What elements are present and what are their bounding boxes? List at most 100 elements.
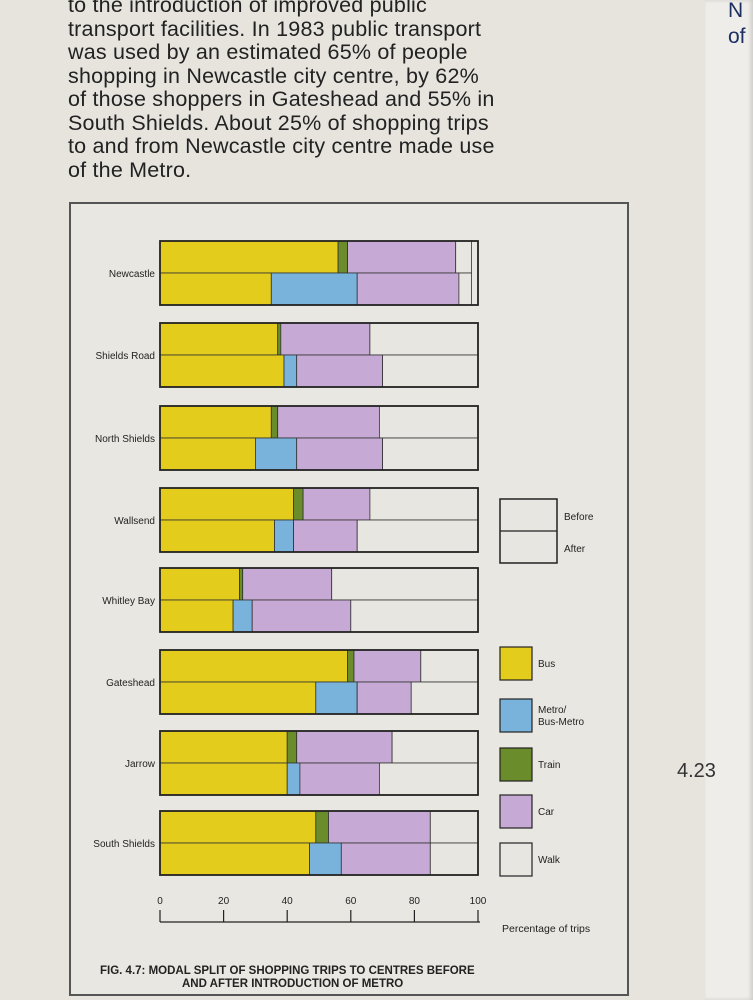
bar-segment-train-before — [337, 240, 349, 274]
bar-segment-walk-before — [455, 240, 473, 274]
bar-segment-train-before — [239, 567, 244, 601]
bar-segment-car-after — [356, 681, 412, 715]
category-label: South Shields — [93, 839, 155, 850]
bar-segment-train-before — [315, 810, 329, 844]
bar-segment-metro-after — [274, 519, 295, 553]
legend-swatch-bus — [499, 646, 533, 681]
x-tick-label: 20 — [218, 896, 230, 907]
bar-segment-car-before — [328, 810, 431, 844]
adjacent-page-text: N of — [728, 0, 746, 50]
legend-swatch-car — [499, 794, 533, 829]
bar-segment-bus-after — [159, 272, 272, 306]
bar-segment-bus-after — [159, 842, 310, 876]
adjacent-page-edge — [705, 0, 753, 1000]
bar-segment-bus-after — [159, 762, 288, 796]
category-label: Wallsend — [114, 516, 155, 527]
bar-segment-train-before — [270, 405, 279, 439]
legend-label-car: Car — [538, 807, 555, 818]
bar-segment-walk-after — [458, 272, 472, 306]
category-label: Gateshead — [106, 678, 155, 689]
legend-swatch-walk — [499, 842, 533, 877]
legend-swatch-train — [499, 747, 533, 782]
bar-segment-car-before — [347, 240, 457, 274]
bar-segment-walk-before — [369, 322, 479, 356]
body-line: to the introduction of improved public — [68, 0, 427, 17]
bar-group-outline — [159, 730, 479, 796]
x-tick-label: 0 — [157, 896, 163, 907]
bar-segment-walk-after — [378, 762, 479, 796]
bar-segment-bus-after — [159, 519, 275, 553]
bar-segment-bus-after — [159, 599, 234, 633]
x-tick-label: 60 — [345, 896, 357, 907]
bar-segment-car-before — [242, 567, 333, 601]
legend-label-walk: Walk — [538, 855, 561, 866]
bar-segment-train-before — [286, 730, 298, 764]
bar-segment-metro-after — [309, 842, 342, 876]
bar-segment-metro-after — [286, 762, 301, 796]
bar-segment-car-after — [340, 842, 431, 876]
bar-group-outline — [159, 240, 479, 306]
x-axis-title: Percentage of trips — [502, 923, 590, 935]
bar-group-outline — [159, 810, 479, 876]
category-label: Newcastle — [109, 269, 156, 280]
bar-segment-bus-before — [159, 240, 339, 274]
bar-segment-bus-after — [159, 354, 285, 388]
bar-segment-bus-before — [159, 730, 288, 764]
body-line: of the Metro. — [68, 157, 192, 182]
bar-segment-train-before — [347, 649, 355, 683]
bar-segment-walk-before — [331, 567, 479, 601]
adjacent-letter: of — [728, 25, 746, 48]
body-line: shopping in Newcastle city centre, by 62… — [68, 63, 479, 88]
bar-segment-car-before — [277, 405, 380, 439]
bar-segment-car-after — [296, 354, 384, 388]
bar-segment-metro-after — [315, 681, 358, 715]
legend-label-train: Train — [538, 760, 560, 771]
bar-segment-bus-before — [159, 322, 279, 356]
bar-segment-walk-before — [391, 730, 479, 764]
bar-group-outline — [159, 487, 479, 553]
body-line: of those shoppers in Gateshead and 55% i… — [68, 87, 495, 111]
legend-label-bus: Bus — [538, 659, 555, 670]
body-line: transport facilities. In 1983 public tra… — [68, 16, 482, 41]
bar-segment-metro-after — [283, 354, 298, 388]
bar-segment-car-before — [353, 649, 422, 683]
bar-segment-walk-after — [382, 354, 479, 388]
body-line: was used by an estimated 65% of people — [68, 40, 468, 64]
bar-segment-walk-before — [369, 487, 479, 521]
x-tick-label: 40 — [282, 896, 294, 907]
body-line: to and from Newcastle city centre made u… — [68, 134, 495, 158]
bar-segment-metro-after — [232, 599, 253, 633]
category-label: North Shields — [95, 434, 155, 445]
bar-segment-bus-before — [159, 567, 240, 601]
bar-group-outline — [159, 322, 479, 388]
legend-after-label: After — [564, 544, 586, 555]
bar-segment-walk-before — [420, 649, 479, 683]
x-tick-label: 80 — [409, 896, 421, 907]
caption-line-2: AND AFTER INTRODUCTION OF METRO — [182, 978, 404, 990]
bar-segment-walk-after — [429, 842, 479, 876]
bar-segment-train-before — [293, 487, 304, 521]
bar-segment-car-after — [299, 762, 380, 796]
bar-segment-metro-after — [254, 437, 298, 471]
bar-segment-bus-after — [159, 437, 256, 471]
legend-before-label: Before — [564, 512, 594, 523]
bar-segment-car-before — [302, 487, 371, 521]
adjacent-letter: N — [728, 0, 744, 22]
bar-segment-car-after — [296, 437, 384, 471]
bar-segment-walk-after — [356, 519, 479, 553]
x-tick-label: 100 — [470, 896, 487, 907]
caption-line-1: FIG. 4.7: MODAL SPLIT OF SHOPPING TRIPS … — [100, 965, 475, 977]
bar-segment-car-before — [296, 730, 393, 764]
bar-segment-bus-before — [159, 649, 349, 683]
figure-number: 4.23 — [677, 760, 716, 782]
bar-segment-car-after — [293, 519, 358, 553]
bar-segment-walk-before — [429, 810, 479, 844]
bar-segment-walk-before — [378, 405, 479, 439]
category-label: Shields Road — [96, 351, 155, 362]
figure-caption: FIG. 4.7: MODAL SPLIT OF SHOPPING TRIPS … — [100, 965, 600, 991]
bar-segment-car-before — [280, 322, 371, 356]
legend-swatch-metro — [499, 698, 533, 733]
bar-segment-walk-after — [350, 599, 479, 633]
